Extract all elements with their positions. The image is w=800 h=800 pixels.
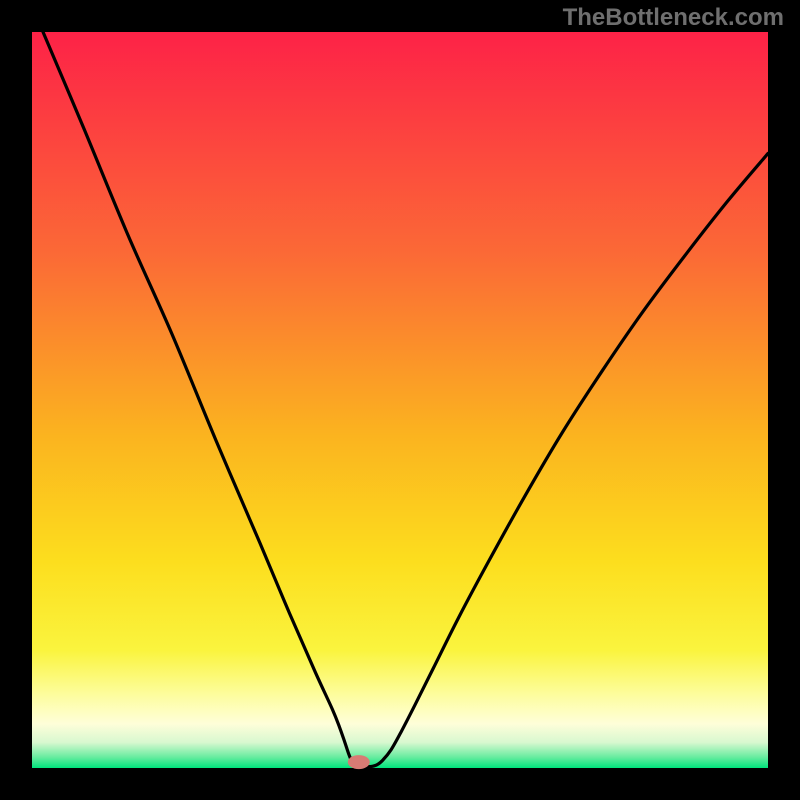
- plot-gradient-background: [32, 32, 768, 768]
- chart-container: TheBottleneck.com: [0, 0, 800, 800]
- watermark-text: TheBottleneck.com: [563, 4, 784, 32]
- bottleneck-chart: [0, 0, 800, 800]
- optimal-marker: [348, 755, 370, 769]
